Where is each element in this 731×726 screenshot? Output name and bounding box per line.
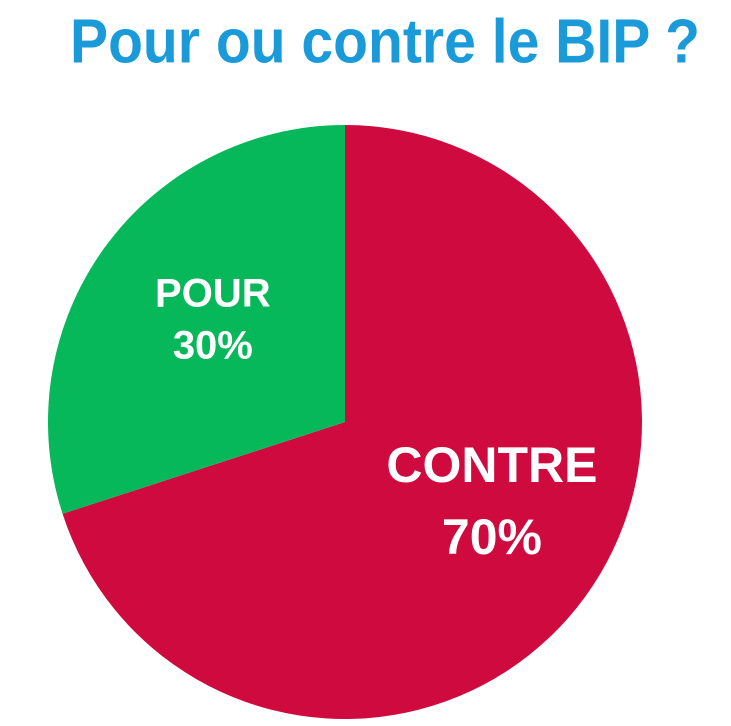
value-label: 70% [442,509,542,565]
chart-title: Pour ou contre le BIP ? [70,7,700,76]
pie-slice [47,125,346,514]
value-label: 30% [173,324,253,368]
category-label: POUR [155,272,271,316]
category-label: CONTRE [386,437,597,493]
pie-slice [62,125,643,719]
